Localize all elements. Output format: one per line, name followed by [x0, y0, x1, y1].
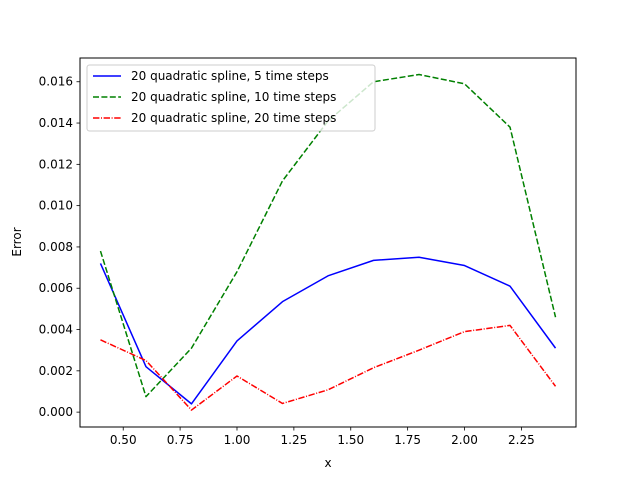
series-line-2 — [99, 73, 557, 398]
legend: 20 quadratic spline, 5 time steps 20 quad… — [86, 64, 376, 132]
x-axis-label: x — [324, 456, 331, 470]
x-tick-label: 1.50 — [337, 433, 364, 447]
x-tick-label: 1.00 — [224, 433, 251, 447]
y-tick-label: 0.002 — [39, 364, 73, 378]
series-lines — [99, 73, 557, 411]
y-tick-label: 0.006 — [39, 281, 73, 295]
series-line-1 — [99, 256, 557, 405]
legend-entry-2: 20 quadratic spline, 10 time steps — [131, 90, 336, 104]
y-tick-label: 0.008 — [39, 240, 73, 254]
x-tick-label: 2.00 — [451, 433, 478, 447]
x-tick-label: 0.75 — [167, 433, 194, 447]
legend-entry-1: 20 quadratic spline, 5 time steps — [131, 69, 329, 83]
legend-entry-3: 20 quadratic spline, 20 time steps — [131, 111, 336, 125]
y-tick-label: 0.010 — [39, 199, 73, 213]
x-tick-label: 1.75 — [394, 433, 421, 447]
x-tick-label: 0.50 — [110, 433, 137, 447]
y-tick-label: 0.012 — [39, 157, 73, 171]
y-tick-label: 0.000 — [39, 405, 73, 419]
x-axis: 0.50 0.75 1.00 1.25 1.50 1.75 2.00 2.25 — [110, 427, 535, 447]
y-tick-label: 0.014 — [39, 116, 73, 130]
legend-box — [86, 64, 376, 132]
y-tick-label: 0.004 — [39, 323, 73, 337]
y-tick-label: 0.016 — [39, 75, 73, 89]
plot-frame — [79, 57, 577, 428]
y-axis: 0.000 0.002 0.004 0.006 0.008 0.010 0.012 0.014… — [39, 75, 80, 419]
x-tick-label: 2.25 — [508, 433, 535, 447]
y-axis-label: Error — [10, 227, 24, 256]
x-tick-label: 1.25 — [281, 433, 308, 447]
series-line-3 — [100, 324, 557, 411]
